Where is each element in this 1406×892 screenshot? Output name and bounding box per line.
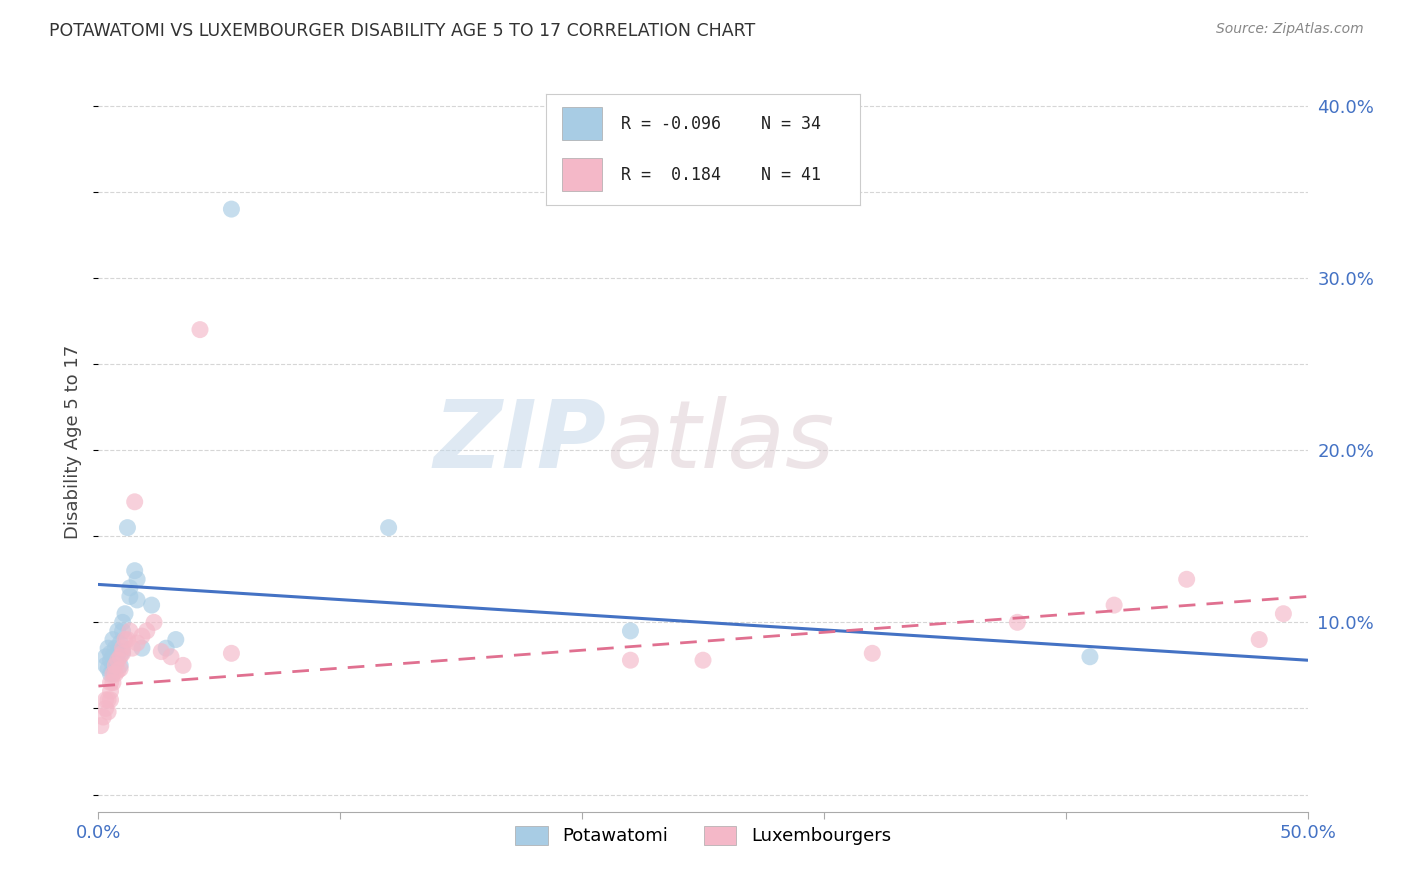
Point — [143, 615, 166, 630]
Point — [172, 658, 194, 673]
Point — [111, 646, 134, 660]
Point — [150, 644, 173, 658]
Point — [90, 718, 112, 732]
Point — [108, 658, 131, 673]
Point — [1175, 572, 1198, 586]
Point — [101, 658, 124, 673]
Point — [101, 675, 124, 690]
Point — [118, 581, 141, 595]
Point — [118, 590, 141, 604]
Legend: Potawatomi, Luxembourgers: Potawatomi, Luxembourgers — [506, 817, 900, 855]
Point — [108, 636, 131, 650]
Text: ZIP: ZIP — [433, 395, 606, 488]
Point — [97, 641, 120, 656]
Point — [155, 641, 177, 656]
Point — [692, 653, 714, 667]
Point — [118, 624, 141, 638]
Point — [104, 667, 127, 681]
Point — [124, 495, 146, 509]
Point — [860, 646, 883, 660]
Point — [1249, 632, 1271, 647]
Point — [619, 653, 641, 667]
Point — [221, 202, 243, 216]
Point — [108, 662, 131, 676]
Point — [101, 649, 124, 664]
Point — [97, 693, 120, 707]
Point — [1272, 607, 1295, 621]
Point — [1102, 598, 1125, 612]
Point — [127, 593, 149, 607]
Point — [97, 705, 120, 719]
Point — [107, 664, 129, 678]
Point — [117, 521, 139, 535]
Point — [114, 632, 136, 647]
Point — [188, 323, 211, 337]
Point — [377, 521, 399, 535]
Point — [101, 667, 124, 681]
Point — [111, 615, 134, 630]
Y-axis label: Disability Age 5 to 17: Disability Age 5 to 17 — [65, 344, 83, 539]
Point — [141, 598, 163, 612]
Point — [111, 644, 134, 658]
Point — [160, 649, 183, 664]
Point — [165, 632, 187, 647]
Point — [100, 667, 122, 681]
Point — [94, 701, 117, 715]
Point — [104, 641, 127, 656]
Point — [108, 649, 131, 664]
Point — [107, 624, 129, 638]
Text: atlas: atlas — [606, 396, 835, 487]
Point — [100, 646, 122, 660]
Point — [1007, 615, 1029, 630]
Point — [100, 693, 122, 707]
Point — [94, 693, 117, 707]
Point — [91, 710, 114, 724]
Text: POTAWATOMI VS LUXEMBOURGER DISABILITY AGE 5 TO 17 CORRELATION CHART: POTAWATOMI VS LUXEMBOURGER DISABILITY AG… — [49, 22, 755, 40]
Point — [101, 632, 124, 647]
Point — [135, 624, 157, 638]
Point — [124, 564, 146, 578]
Point — [619, 624, 641, 638]
Point — [111, 624, 134, 638]
Point — [100, 684, 122, 698]
Point — [221, 646, 243, 660]
Text: Source: ZipAtlas.com: Source: ZipAtlas.com — [1216, 22, 1364, 37]
Point — [1078, 649, 1101, 664]
Point — [100, 653, 122, 667]
Point — [107, 653, 129, 667]
Point — [104, 653, 127, 667]
Point — [94, 649, 117, 664]
Point — [94, 658, 117, 673]
Point — [104, 658, 127, 673]
Point — [131, 629, 153, 643]
Point — [107, 646, 129, 660]
Point — [121, 641, 143, 656]
Point — [100, 675, 122, 690]
Point — [131, 641, 153, 656]
Point — [111, 641, 134, 656]
Point — [114, 607, 136, 621]
Point — [117, 632, 139, 647]
Point — [127, 636, 149, 650]
Point — [127, 572, 149, 586]
Point — [97, 662, 120, 676]
